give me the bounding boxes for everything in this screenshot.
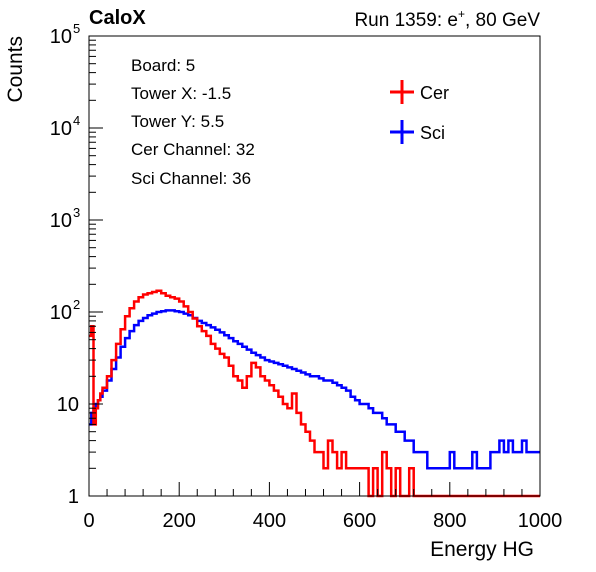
y-tick-label: 10: [57, 394, 79, 416]
y-tick-label: 10: [50, 118, 72, 140]
y-tick-label: 10: [50, 210, 72, 232]
legend-label-cer: Cer: [420, 83, 449, 103]
plot-frame: [88, 35, 541, 497]
y-tick-exponent: 2: [73, 297, 80, 312]
x-axis: 0 200 400 600 800 1000: [83, 482, 562, 532]
legend: Cer Sci: [390, 80, 449, 144]
x-tick-label: 1000: [518, 510, 563, 532]
y-axis-title: Counts: [4, 36, 27, 103]
x-tick-label: 200: [163, 510, 196, 532]
info-line-tower-x: Tower X: -1.5: [131, 84, 231, 103]
x-axis-title: Energy HG: [430, 538, 534, 561]
x-tick-label: 400: [253, 510, 286, 532]
series-sci-line: [89, 309, 540, 470]
series-cer-line: [89, 289, 540, 498]
y-tick-label: 10: [50, 26, 72, 48]
header-left-label: CaloX: [89, 7, 146, 29]
x-tick-label: 800: [433, 510, 466, 532]
y-tick-label: 10: [50, 302, 72, 324]
x-tick-label: 600: [343, 510, 376, 532]
info-line-tower-y: Tower Y: 5.5: [131, 112, 224, 131]
legend-marker-sci: [390, 120, 414, 144]
y-tick-exponent: 4: [73, 113, 80, 128]
info-line-cer-channel: Cer Channel: 32: [131, 140, 255, 159]
y-tick-exponent: 3: [73, 205, 80, 220]
y-tick-label: 1: [68, 486, 79, 508]
x-tick-label: 0: [83, 510, 94, 532]
info-box: Board: 5 Tower X: -1.5 Tower Y: 5.5 Cer …: [131, 56, 255, 188]
header-run-label: Run 1359: e+, 80 GeV: [354, 7, 540, 31]
info-line-sci-channel: Sci Channel: 36: [131, 169, 251, 188]
legend-label-sci: Sci: [420, 123, 445, 143]
info-line-board: Board: 5: [131, 56, 195, 75]
data-layer: [89, 289, 540, 498]
legend-marker-cer: [390, 80, 414, 104]
y-tick-exponent: 5: [73, 21, 80, 36]
